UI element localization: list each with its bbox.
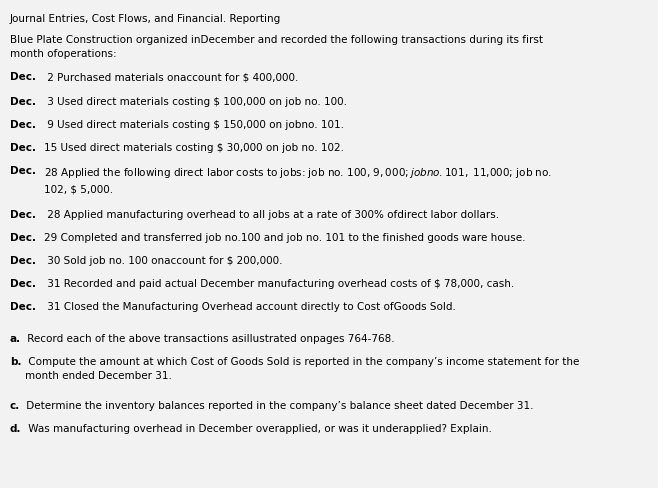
Text: Dec.: Dec. xyxy=(10,120,36,130)
Text: Record each of the above transactions asillustrated onpages 764-768.: Record each of the above transactions as… xyxy=(24,334,395,344)
Text: 29 Completed and transferred job no.100 and job no. 101 to the finished goods wa: 29 Completed and transferred job no.100 … xyxy=(43,233,525,243)
Text: Dec.: Dec. xyxy=(10,279,36,289)
Text: Dec.: Dec. xyxy=(10,166,36,176)
Text: Dec.: Dec. xyxy=(10,143,36,153)
Text: Journal Entries, Cost Flows, and Financial. Reporting: Journal Entries, Cost Flows, and Financi… xyxy=(10,14,281,24)
Text: 28 Applied the following direct labor costs to jobs: job no. 100, $ 9,000; job n: 28 Applied the following direct labor co… xyxy=(43,166,551,194)
Text: Compute the amount at which Cost of Goods Sold is reported in the company’s inco: Compute the amount at which Cost of Good… xyxy=(25,357,579,381)
Text: b.: b. xyxy=(10,357,22,367)
Text: Dec.: Dec. xyxy=(10,233,36,243)
Text: Dec.: Dec. xyxy=(10,256,36,266)
Text: 2 Purchased materials onaccount for $ 400,000.: 2 Purchased materials onaccount for $ 40… xyxy=(43,72,298,82)
Text: a.: a. xyxy=(10,334,21,344)
Text: 9 Used direct materials costing $ 150,000 on jobno. 101.: 9 Used direct materials costing $ 150,00… xyxy=(43,120,343,130)
Text: Was manufacturing overhead in December overapplied, or was it underapplied? Expl: Was manufacturing overhead in December o… xyxy=(25,424,492,434)
Text: 3 Used direct materials costing $ 100,000 on job no. 100.: 3 Used direct materials costing $ 100,00… xyxy=(43,97,347,107)
Text: Dec.: Dec. xyxy=(10,210,36,220)
Text: 31 Recorded and paid actual December manufacturing overhead costs of $ 78,000, c: 31 Recorded and paid actual December man… xyxy=(43,279,514,289)
Text: Determine the inventory balances reported in the company’s balance sheet dated D: Determine the inventory balances reporte… xyxy=(23,401,534,411)
Text: 30 Sold job no. 100 onaccount for $ 200,000.: 30 Sold job no. 100 onaccount for $ 200,… xyxy=(43,256,282,266)
Text: Dec.: Dec. xyxy=(10,302,36,312)
Text: 28 Applied manufacturing overhead to all jobs at a rate of 300% ofdirect labor d: 28 Applied manufacturing overhead to all… xyxy=(43,210,499,220)
Text: 31 Closed the Manufacturing Overhead account directly to Cost ofGoods Sold.: 31 Closed the Manufacturing Overhead acc… xyxy=(43,302,455,312)
Text: 15 Used direct materials costing $ 30,000 on job no. 102.: 15 Used direct materials costing $ 30,00… xyxy=(43,143,343,153)
Text: Dec.: Dec. xyxy=(10,97,36,107)
Text: c.: c. xyxy=(10,401,20,411)
Text: Blue Plate Construction organized inDecember and recorded the following transact: Blue Plate Construction organized inDece… xyxy=(10,35,543,59)
Text: d.: d. xyxy=(10,424,22,434)
Text: Dec.: Dec. xyxy=(10,72,36,82)
